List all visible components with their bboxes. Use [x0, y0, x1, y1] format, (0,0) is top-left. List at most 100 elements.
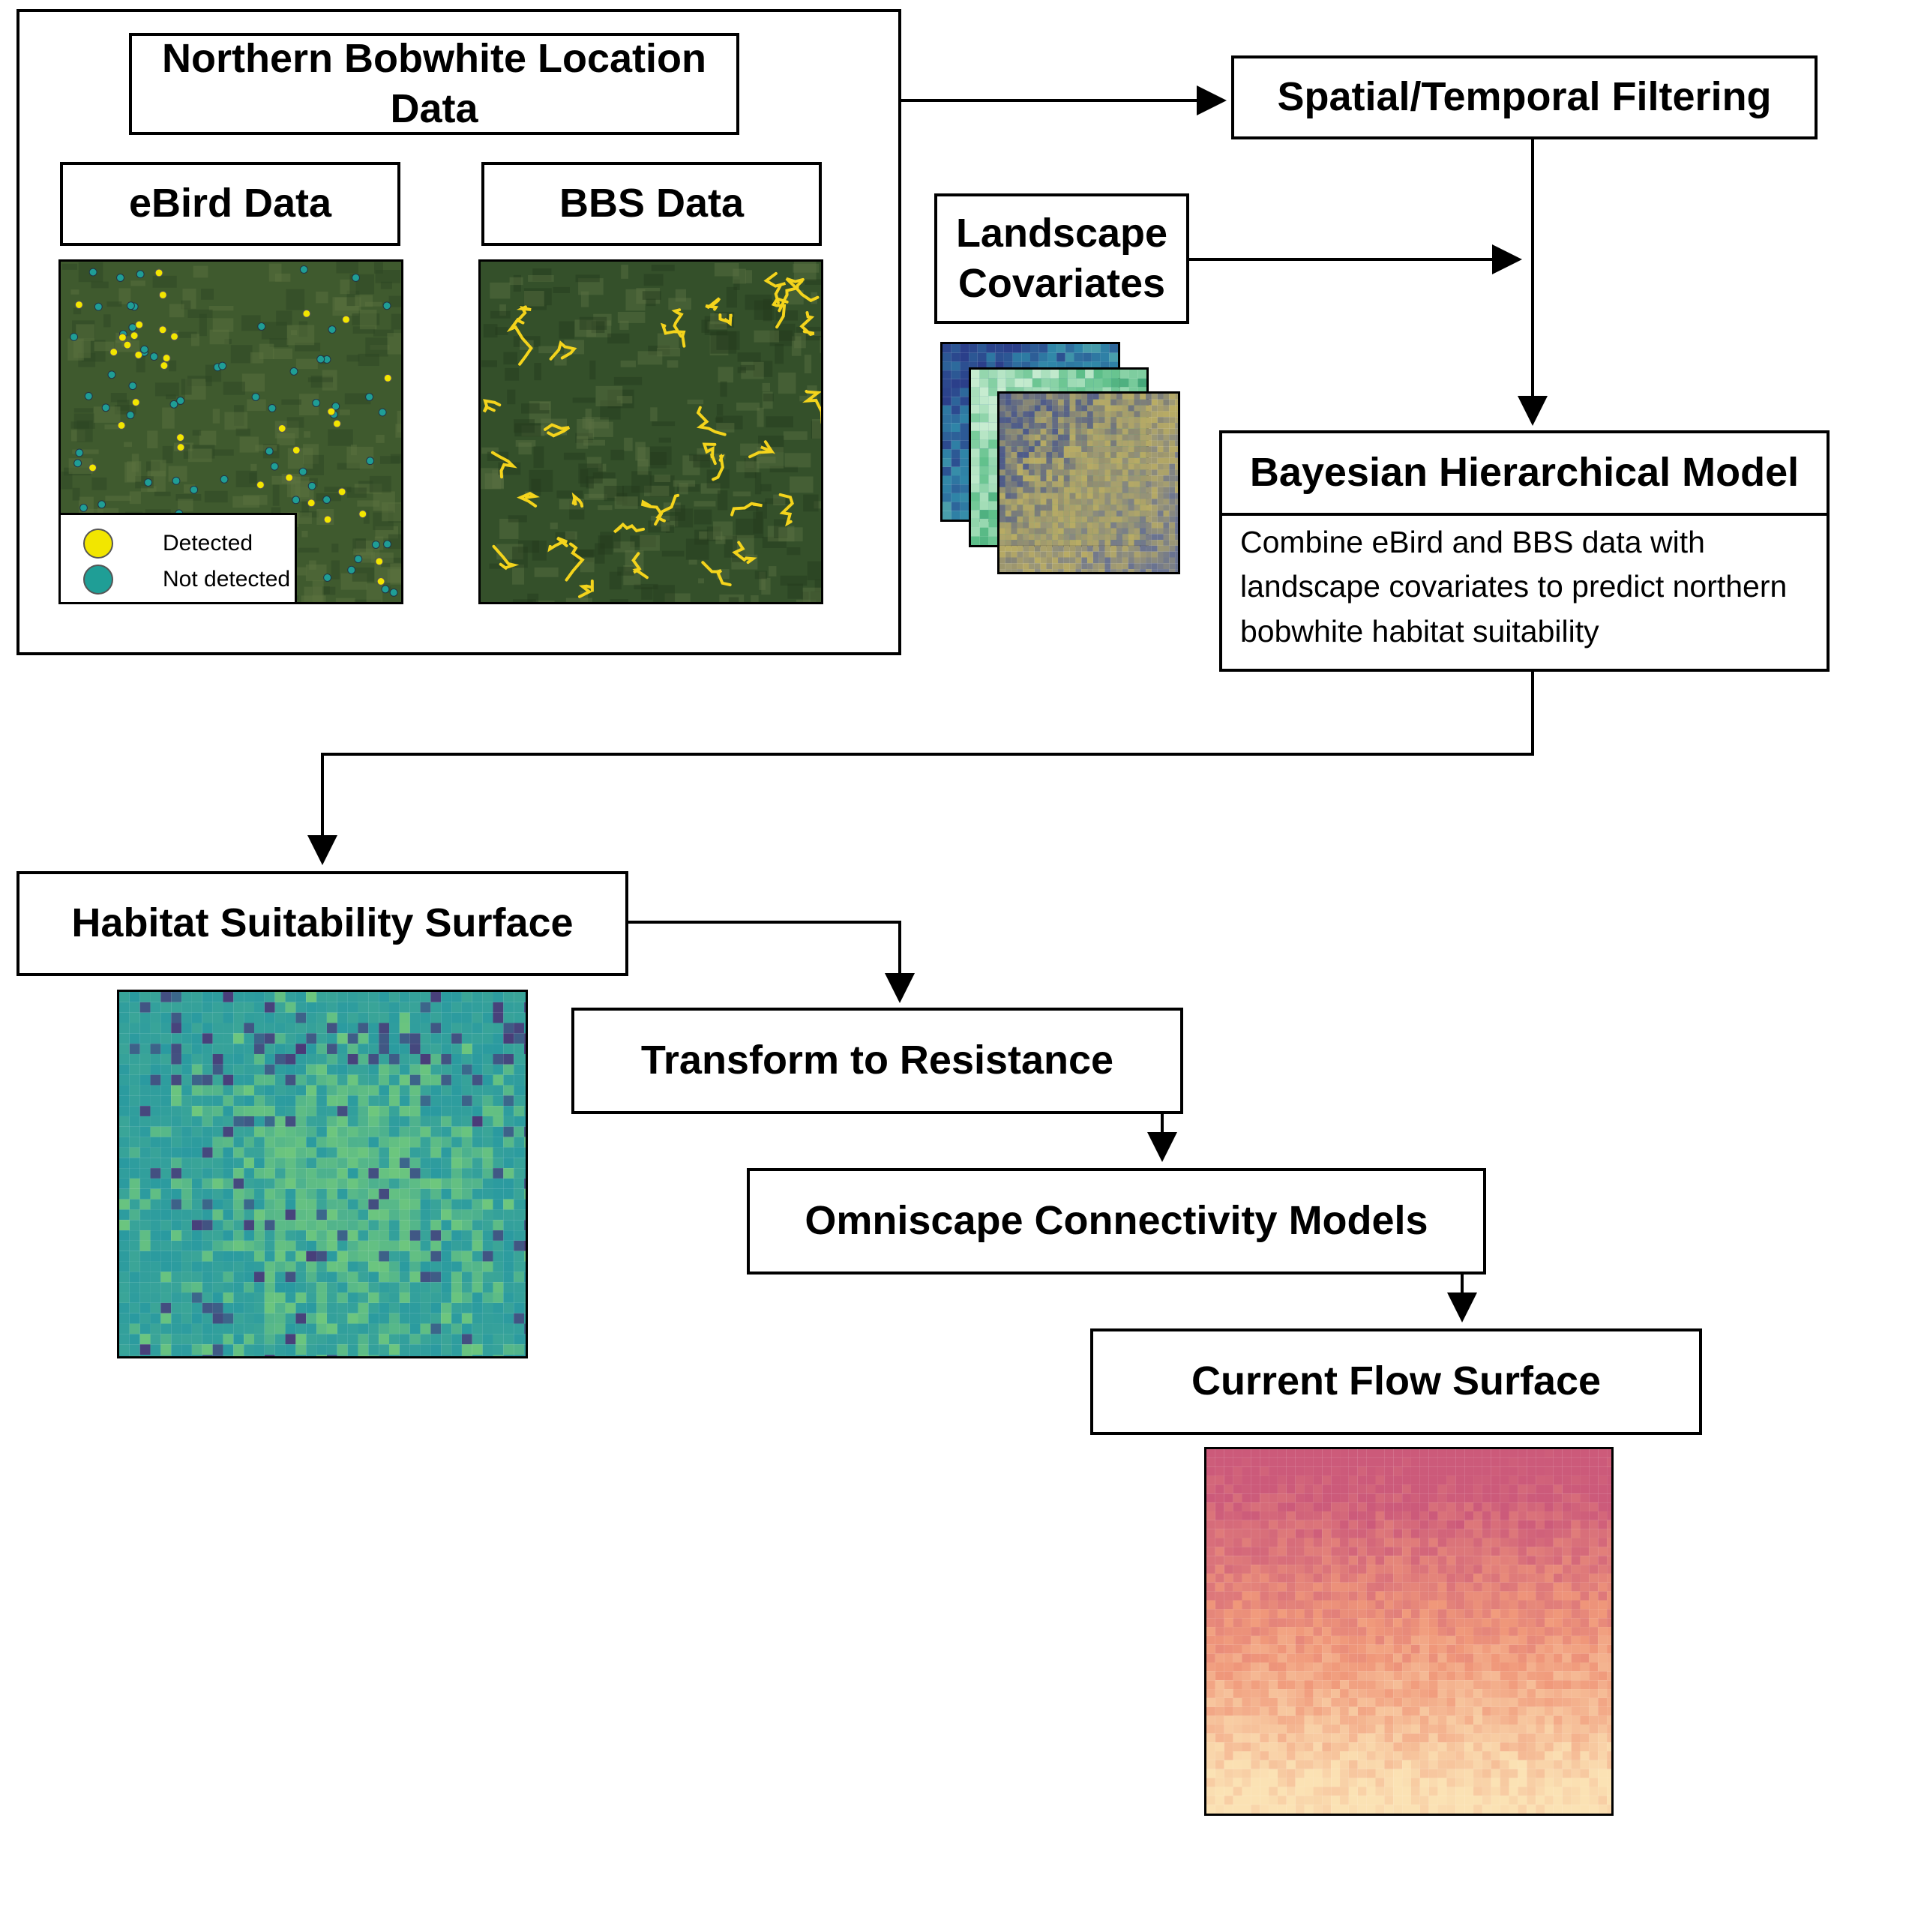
ebird-point-detected [118, 333, 127, 342]
ebird-point-detected [302, 309, 311, 318]
ebird-point-detected [117, 421, 126, 430]
ebird-point-not-detected [312, 399, 321, 407]
ebird-point-detected [256, 481, 265, 490]
legend-not-detected-label: Not detected [163, 567, 291, 592]
ebird-point-not-detected [257, 322, 266, 331]
ebird-point-detected [170, 332, 178, 341]
ebird-point-not-detected [218, 361, 227, 370]
ebird-point-not-detected [75, 448, 84, 457]
arrow-model-to-habitat [307, 672, 1534, 865]
bbs-route [785, 277, 820, 303]
bbs-route [778, 280, 804, 313]
ebird-point-not-detected [84, 391, 93, 400]
ebird-point-not-detected [127, 301, 135, 310]
bbs-route [565, 542, 585, 582]
ebird-point-not-detected [316, 355, 325, 364]
transform-resistance-box: Transform to Resistance [571, 1008, 1183, 1114]
ebird-point-detected [176, 443, 185, 452]
bbs-route [778, 493, 794, 527]
arrow-habitat-to-resistance [628, 921, 915, 1003]
bbs-route [702, 442, 717, 466]
ebird-point-not-detected [331, 402, 340, 411]
bbs-route [482, 399, 502, 413]
habitat-suitability-map [117, 990, 528, 1358]
ebird-point-not-detected [251, 393, 260, 401]
bbs-route [802, 390, 821, 424]
not-detected-marker-icon [83, 565, 113, 595]
omniscape-label: Omniscape Connectivity Models [805, 1198, 1428, 1244]
ebird-point-not-detected [150, 352, 158, 361]
bbs-route [631, 552, 649, 580]
ebird-point-detected [134, 350, 143, 359]
transform-resistance-label: Transform to Resistance [640, 1038, 1114, 1083]
bbs-route [671, 308, 684, 338]
bbs-route [730, 502, 763, 517]
ebird-data-box: eBird Data [60, 162, 400, 246]
bbs-route [705, 297, 721, 311]
current-flow-image [1206, 1449, 1611, 1814]
ebird-point-detected [123, 340, 132, 349]
current-flow-label: Current Flow Surface [1191, 1358, 1602, 1404]
ebird-point-not-detected [299, 265, 308, 274]
spatial-temporal-filtering-box: Spatial/Temporal Filtering [1231, 55, 1818, 139]
ebird-point-detected [176, 433, 184, 442]
ebird-point-not-detected [265, 447, 274, 456]
ebird-point-not-detected [97, 500, 106, 509]
bbs-route [696, 406, 727, 436]
bbs-map [478, 259, 823, 604]
ebird-point-not-detected [347, 565, 356, 574]
ebird-point-detected [162, 354, 171, 363]
covariate-layer-yellow-image [999, 394, 1178, 572]
ebird-legend: Detected Not detected [58, 513, 297, 604]
habitat-suitability-image [119, 992, 526, 1356]
bbs-route [660, 322, 686, 348]
ebird-point-not-detected [270, 462, 279, 471]
bbs-route [517, 492, 540, 508]
ebird-point-detected [333, 419, 341, 428]
ebird-point-detected [135, 320, 144, 329]
bbs-route [701, 561, 732, 587]
ebird-point-detected [307, 499, 316, 508]
ebird-point-detected [327, 407, 336, 416]
ebird-point-not-detected [365, 393, 374, 401]
ebird-point-not-detected [169, 400, 178, 409]
ebird-point-detected [74, 301, 83, 309]
legend-row-detected: Detected [83, 529, 253, 559]
ebird-point-not-detected [73, 459, 82, 468]
ebird-point-not-detected [298, 467, 307, 476]
ebird-point-detected [158, 291, 167, 299]
ebird-point-not-detected [70, 332, 79, 341]
ebird-point-not-detected [136, 270, 145, 279]
ebird-point-not-detected [389, 588, 398, 597]
bayesian-model-description: Combine eBird and BBS data with landscap… [1240, 525, 1788, 648]
bbs-route [655, 493, 680, 523]
spatial-temporal-filtering-label: Spatial/Temporal Filtering [1277, 74, 1772, 120]
landscape-covariates-box: Landscape Covariates [934, 193, 1189, 324]
bbs-route [613, 522, 646, 534]
ebird-point-not-detected [366, 457, 375, 466]
ebird-point-not-detected [220, 475, 229, 484]
bbs-route [492, 544, 520, 571]
bbs-route [577, 579, 594, 598]
covariate-layer-yellow [997, 391, 1180, 574]
ebird-point-not-detected [382, 301, 391, 310]
detected-marker-icon [83, 529, 113, 559]
omniscape-box: Omniscape Connectivity Models [747, 1168, 1486, 1275]
ebird-point-not-detected [128, 382, 137, 391]
ebird-point-detected [154, 268, 163, 277]
bbs-route [748, 440, 775, 459]
ebird-point-not-detected [354, 555, 363, 564]
legend-row-not-detected: Not detected [83, 565, 290, 595]
habitat-suitability-box: Habitat Suitability Surface [16, 871, 628, 976]
ebird-point-detected [158, 325, 167, 334]
ebird-point-not-detected [176, 397, 185, 405]
current-flow-box: Current Flow Surface [1090, 1328, 1702, 1435]
bbs-route [799, 311, 815, 337]
ebird-point-not-detected [383, 540, 391, 549]
bbs-route [718, 313, 733, 327]
bbs-data-box: BBS Data [481, 162, 822, 246]
ebird-point-not-detected [140, 345, 148, 354]
ebird-point-not-detected [268, 404, 277, 412]
bbs-map-image [481, 262, 821, 602]
